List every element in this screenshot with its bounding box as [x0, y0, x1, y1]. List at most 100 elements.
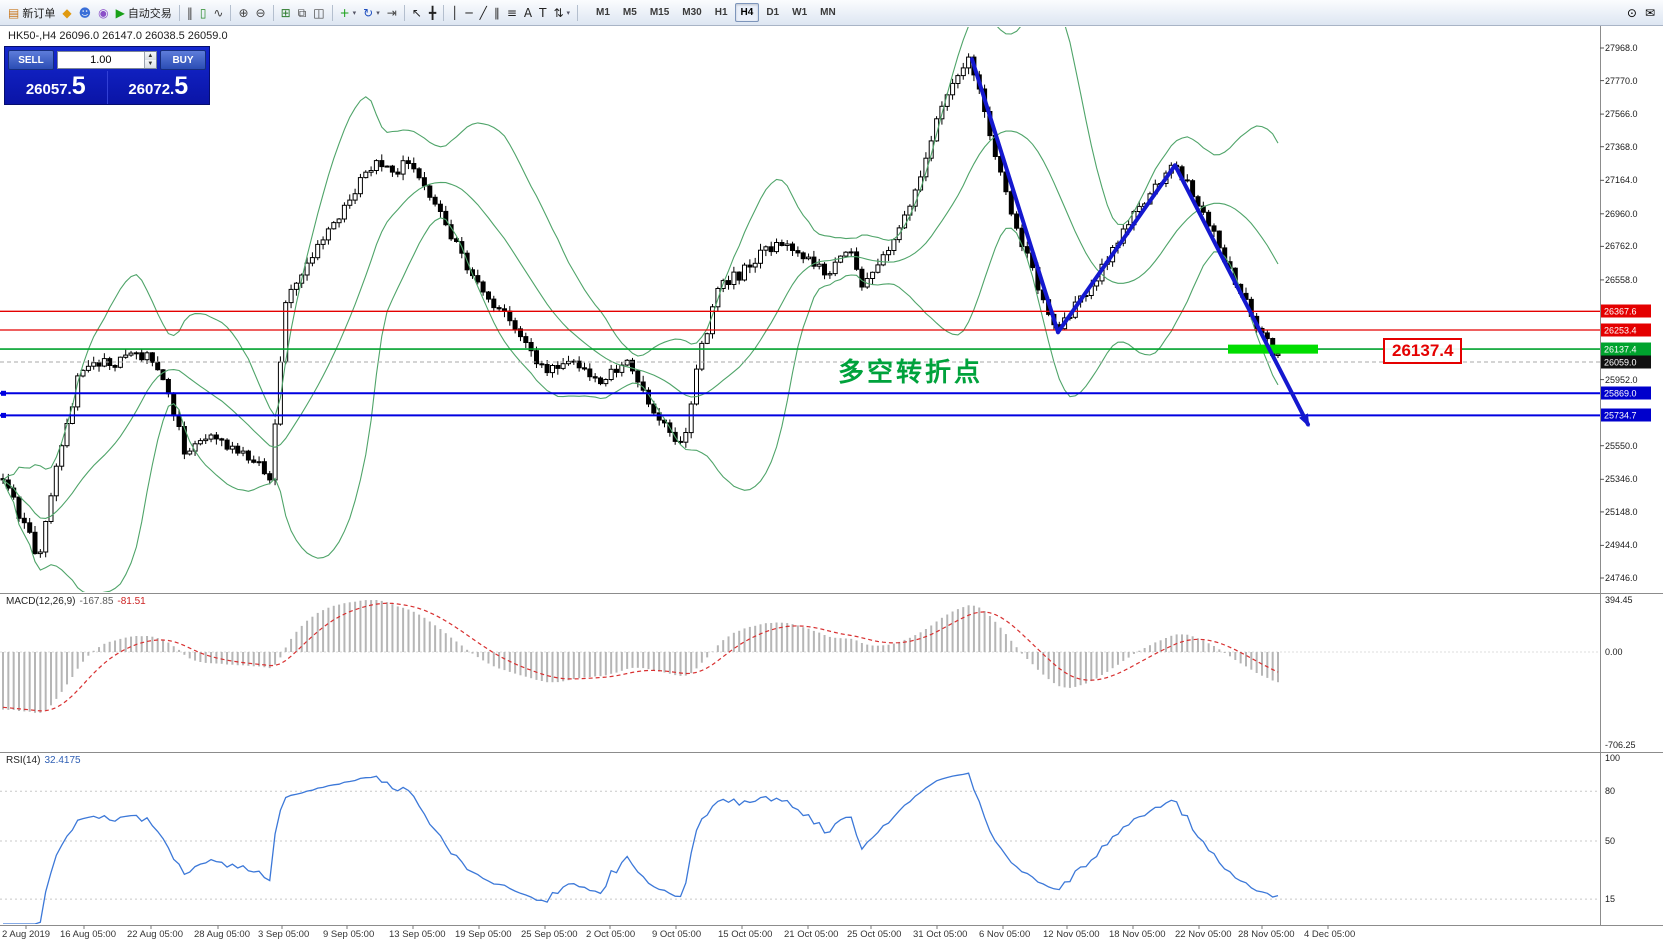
label-tool-icon: T: [539, 5, 547, 20]
arrange-windows-icon: ◫: [313, 5, 325, 20]
horizontal-line-tool-icon: ─: [465, 5, 473, 20]
chat-icon: ✉: [1644, 5, 1655, 20]
zoom-in-button[interactable]: ⊕: [235, 3, 251, 23]
cascade-windows-button[interactable]: ⧉: [295, 3, 310, 23]
macd-axis-tick: 0.00: [1605, 647, 1623, 657]
time-axis-label: 9 Oct 05:00: [652, 929, 702, 940]
timeframe-w1-button[interactable]: W1: [792, 7, 808, 18]
timeframe-mn-button[interactable]: MN: [820, 7, 836, 18]
channel-tool-button[interactable]: ∥: [491, 3, 503, 23]
trend-arrow[interactable]: [1056, 163, 1177, 335]
trade-panel-prices: 26057. 5 26072. 5: [5, 71, 209, 104]
time-axis-label: 22 Nov 05:00: [1175, 929, 1232, 940]
chat-button[interactable]: ✉: [1642, 3, 1658, 23]
trendline-tool-button[interactable]: ╱: [477, 3, 490, 23]
price-axis-tick: 25550.0: [1605, 440, 1638, 451]
price-axis-tick: 26960.0: [1605, 208, 1638, 219]
indicators-icon: +: [339, 5, 350, 20]
price-axis-tick: 27770.0: [1605, 75, 1638, 86]
vertical-line-tool-button[interactable]: │: [448, 3, 461, 23]
price-tag: 26253.4: [1601, 323, 1651, 337]
toolbar: ▤ 新订单 ◆ ☻ ◉ ▶ 自动交易 ‖ ▯ ∿ ⊕ ⊖ ⊞ ⧉ ◫ + ▾ ↻ ▾ ⇥ ↖ ╋ │ ─ ╱ ∥ ≡ A T ⇅ ▾ M1 M5…: [0, 0, 1663, 26]
price-axis-tick: 27566.0: [1605, 109, 1638, 120]
search-button[interactable]: ⊙: [1624, 3, 1640, 23]
label-tool-button[interactable]: T: [536, 3, 549, 23]
line-handle: [1, 390, 6, 396]
chart-shift-button[interactable]: ⇥: [384, 3, 400, 23]
crosshair-tool-button[interactable]: ╋: [426, 3, 439, 23]
macd-histogram: [2, 600, 1279, 713]
price-axis-tick: 26762.0: [1605, 241, 1638, 252]
one-click-trading-panel: SELL ▲ ▼ BUY 26057. 5 26072. 5: [4, 46, 210, 105]
rsi-axis-tick: 100: [1605, 753, 1621, 763]
price-tag: 26137.4: [1601, 342, 1651, 356]
new-order-button[interactable]: ▤ 新订单: [5, 3, 58, 23]
price-axis-tick: 24746.0: [1605, 573, 1638, 583]
zoom-out-button[interactable]: ⊖: [253, 3, 269, 23]
trend-arrow[interactable]: [970, 57, 1060, 335]
buy-price[interactable]: 26072. 5: [108, 71, 210, 104]
time-axis-label: 2 Aug 2019: [2, 929, 51, 940]
search-icon: ⊙: [1626, 5, 1637, 20]
horizontal-line[interactable]: [0, 390, 1600, 396]
candlestick-chart-icon: ▯: [199, 5, 207, 20]
autotrading-button[interactable]: ▶ 自动交易: [113, 3, 175, 23]
arrange-windows-button[interactable]: ◫: [310, 3, 327, 23]
timeframe-m30-button[interactable]: M30: [682, 7, 702, 18]
text-tool-button[interactable]: A: [521, 3, 535, 23]
tile-windows-button[interactable]: ⊞: [278, 3, 294, 23]
indicators-button[interactable]: + ▾: [337, 3, 360, 23]
timeframe-m15-button[interactable]: M15: [649, 7, 670, 18]
trend-arrow[interactable]: [1173, 163, 1310, 428]
timeframe-d1-button[interactable]: D1: [766, 7, 780, 18]
timeframe-h4-button[interactable]: H4: [734, 3, 760, 22]
fibonacci-tool-icon: ≡: [506, 5, 517, 20]
bars-chart-button[interactable]: ‖: [184, 3, 196, 23]
crosshair-tool-icon: ╋: [428, 5, 437, 20]
navigator-button[interactable]: ↻ ▾: [360, 3, 383, 23]
zoom-in-icon: ⊕: [238, 5, 249, 20]
rsi-value: 32.4175: [44, 755, 81, 766]
timeframe-m1-button[interactable]: M1: [596, 7, 610, 18]
news-icon: ◉: [98, 5, 109, 20]
rsi-axis-tick: 50: [1605, 836, 1616, 846]
cascade-windows-icon: ⧉: [297, 5, 307, 20]
line-chart-button[interactable]: ∿: [210, 3, 226, 23]
candlestick-chart-button[interactable]: ▯: [197, 3, 210, 23]
volume-input[interactable]: [58, 52, 144, 68]
sell-price[interactable]: 26057. 5: [5, 71, 108, 104]
toolbar-separator: [230, 4, 232, 21]
buy-button[interactable]: BUY: [160, 50, 206, 70]
volume-decrease-button[interactable]: ▼: [144, 60, 156, 68]
price-axis-tick: 24944.0: [1605, 540, 1638, 551]
time-axis-label: 19 Sep 05:00: [455, 929, 512, 940]
timeframe-m5-button[interactable]: M5: [622, 7, 637, 18]
time-axis-label: 21 Oct 05:00: [784, 929, 839, 940]
horizontal-line[interactable]: [0, 412, 1600, 418]
signals-button[interactable]: ☻: [76, 3, 95, 23]
new-order-icon: ▤: [8, 5, 20, 20]
news-button[interactable]: ◉: [95, 3, 111, 23]
shapes-tool-button[interactable]: ⇅ ▾: [550, 3, 573, 23]
mql5-market-button[interactable]: ◆: [59, 3, 74, 23]
macd-axis-tick: 394.45: [1605, 595, 1633, 605]
price-axis-tick: 26558.0: [1605, 274, 1638, 285]
price-axis-tick: 27968.0: [1605, 43, 1638, 53]
sell-button[interactable]: SELL: [8, 50, 54, 70]
time-axis-label: 22 Aug 05:00: [127, 929, 183, 940]
trade-panel-controls: SELL ▲ ▼ BUY: [5, 47, 209, 71]
bars-chart-icon: ‖: [186, 5, 193, 20]
rsi-name: RSI(14): [6, 755, 41, 766]
fibonacci-tool-button[interactable]: ≡: [504, 3, 520, 23]
toolbar-separator: [443, 4, 445, 21]
cursor-tool-button[interactable]: ↖: [409, 3, 425, 23]
timeframe-h1-button[interactable]: H1: [714, 7, 728, 18]
price-axis-tick: 27368.0: [1605, 141, 1638, 152]
time-axis-label: 18 Nov 05:00: [1109, 929, 1166, 940]
macd-signal-value: -81.51: [117, 596, 146, 607]
candles-layer: [0, 53, 1281, 558]
volume-increase-button[interactable]: ▲: [144, 52, 156, 60]
buy-price-pips: 5: [174, 72, 189, 100]
horizontal-line-tool-button[interactable]: ─: [462, 3, 475, 23]
